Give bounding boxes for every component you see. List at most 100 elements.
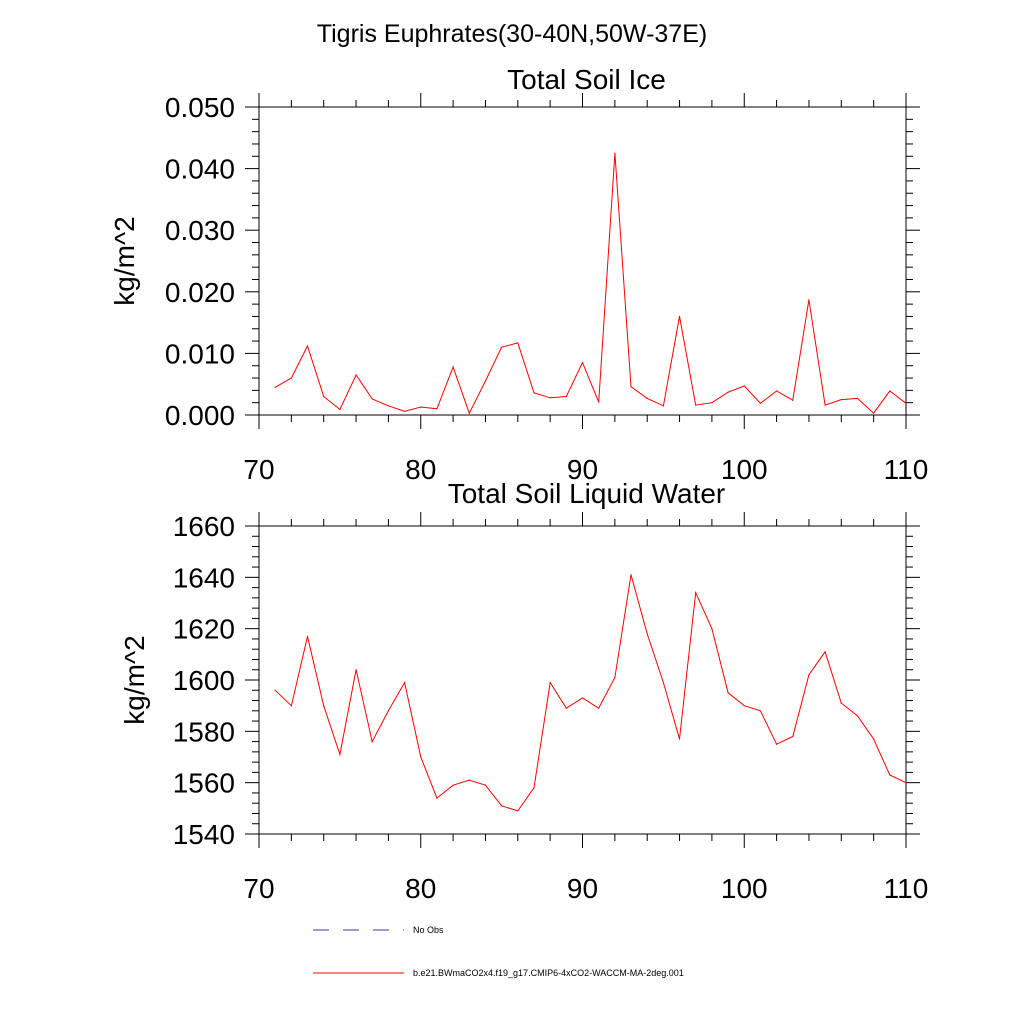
- soil-liquid-water-data-point: [565, 707, 567, 709]
- soil-liquid-water-data-point: [420, 756, 422, 758]
- soil-liquid-water-y-tick-label: 1540: [173, 819, 235, 850]
- soil-ice-data-point: [808, 299, 810, 301]
- soil-ice-x-tick-label: 110: [884, 454, 929, 485]
- soil-ice-data-point: [436, 408, 438, 410]
- soil-ice-y-tick-label: 0.010: [165, 338, 235, 369]
- soil-liquid-water-y-tick-label: 1660: [173, 511, 235, 542]
- soil-ice-data-point: [403, 410, 406, 412]
- soil-ice-y-tick-label: 0.030: [165, 215, 235, 246]
- soil-ice-data-point: [274, 386, 276, 388]
- figure-title: Tigris Euphrates(30-40N,50W-37E): [317, 20, 707, 48]
- soil-liquid-water-y-tick-label: 1600: [173, 665, 235, 696]
- soil-liquid-water-data-point: [533, 787, 535, 789]
- soil-ice-data-point: [678, 315, 681, 318]
- soil-ice-data-point: [776, 390, 778, 392]
- soil-ice-data-point: [727, 391, 729, 393]
- soil-liquid-water-y-tick-label: 1580: [173, 716, 235, 747]
- soil-liquid-water-y-tick-label: 1640: [173, 562, 235, 593]
- soil-liquid-water-data-point: [614, 676, 616, 679]
- soil-ice-data-point: [743, 385, 745, 387]
- soil-ice-x-tick-label: 100: [721, 454, 768, 485]
- soil-ice-data-point: [695, 404, 697, 406]
- soil-liquid-water-data-point: [468, 779, 470, 781]
- soil-ice-data-point: [711, 402, 713, 404]
- soil-ice-data-point: [387, 405, 389, 407]
- soil-liquid-water-data-point: [678, 738, 681, 740]
- soil-ice-data-point: [452, 366, 454, 368]
- soil-liquid-water-data-point: [824, 651, 826, 653]
- soil-ice-data-point: [759, 402, 762, 404]
- soil-ice-y-tick-label: 0.000: [165, 400, 235, 431]
- soil-liquid-water-data-point: [387, 710, 389, 712]
- soil-liquid-water-panel: Total Soil Liquid Water kg/m^2 1540 1560 158…: [119, 478, 928, 904]
- soil-liquid-water-data-point: [630, 574, 632, 576]
- soil-liquid-water-data-point: [339, 753, 341, 756]
- legend-obs-label: No Obs: [413, 925, 444, 935]
- soil-ice-y-tick-label: 0.050: [165, 92, 235, 123]
- soil-ice-panel: Total Soil Ice kg/m^2 0.000 0.010 0.020 0.030…: [109, 64, 928, 485]
- soil-ice-data-point: [306, 345, 309, 347]
- soil-liquid-water-data-point: [905, 782, 907, 784]
- soil-ice-data-point: [662, 405, 664, 407]
- soil-liquid-water-data-point: [743, 705, 745, 707]
- soil-liquid-water-data-point: [776, 743, 778, 745]
- soil-ice-title: Total Soil Ice: [507, 64, 666, 95]
- soil-ice-data-point: [614, 152, 616, 154]
- soil-liquid-water-data-point: [403, 681, 406, 684]
- soil-ice-plot-frame: [258, 106, 907, 416]
- soil-liquid-water-data-point: [501, 805, 503, 807]
- soil-liquid-water-data-point: [484, 784, 487, 786]
- soil-ice-data-point: [565, 395, 567, 398]
- soil-ice-data-point: [420, 406, 422, 408]
- soil-liquid-water-title: Total Soil Liquid Water: [448, 478, 726, 509]
- soil-ice-model-series-line: [274, 153, 907, 415]
- soil-ice-data-point: [856, 397, 859, 399]
- soil-liquid-water-data-point: [598, 707, 600, 709]
- soil-ice-data-point: [290, 377, 292, 379]
- soil-ice-data-point: [873, 412, 875, 414]
- soil-ice-data-point: [517, 342, 519, 344]
- soil-liquid-water-data-point: [856, 715, 859, 717]
- soil-ice-data-point: [468, 412, 470, 414]
- soil-liquid-water-data-point: [727, 692, 729, 694]
- soil-liquid-water-model-series-line: [274, 574, 907, 812]
- soil-liquid-water-data-point: [840, 702, 842, 704]
- soil-ice-data-point: [581, 362, 584, 364]
- soil-ice-x-tick-label: 90: [567, 454, 598, 485]
- soil-liquid-water-data-point: [452, 784, 454, 786]
- soil-liquid-water-data-point: [711, 628, 713, 630]
- soil-ice-data-point: [533, 392, 535, 394]
- soil-ice-data-point: [501, 346, 503, 348]
- soil-liquid-water-data-point: [306, 635, 309, 637]
- soil-liquid-water-x-tick-label: 110: [884, 873, 929, 904]
- soil-liquid-water-data-point: [873, 738, 875, 740]
- soil-ice-data-point: [598, 401, 600, 403]
- soil-ice-data-point: [889, 390, 891, 392]
- soil-ice-data-point: [323, 395, 325, 398]
- soil-liquid-water-x-tick-label: 100: [721, 873, 768, 904]
- soil-ice-data-point: [549, 397, 551, 399]
- soil-liquid-water-data-point: [646, 633, 648, 635]
- soil-liquid-water-plot-frame: [258, 525, 907, 835]
- soil-ice-x-tick-label: 80: [405, 454, 436, 485]
- soil-liquid-water-data-point: [695, 592, 697, 594]
- soil-liquid-water-x-tick-label: 70: [243, 873, 274, 904]
- soil-liquid-water-y-axis-label: kg/m^2: [119, 635, 150, 724]
- soil-ice-data-point: [792, 399, 794, 401]
- soil-liquid-water-data-point: [517, 810, 519, 812]
- soil-ice-data-point: [339, 408, 341, 411]
- soil-ice-y-tick-label: 0.020: [165, 277, 235, 308]
- soil-ice-data-point: [840, 399, 842, 401]
- soil-ice-data-point: [630, 386, 632, 388]
- soil-ice-data-point: [371, 398, 373, 400]
- soil-ice-data-point: [646, 397, 648, 399]
- soil-ice-data-point: [484, 380, 487, 382]
- soil-liquid-water-data-point: [808, 674, 810, 676]
- soil-liquid-water-data-point: [889, 774, 891, 776]
- soil-liquid-water-data-point: [323, 705, 325, 707]
- soil-liquid-water-data-point: [290, 705, 292, 707]
- soil-liquid-water-data-point: [274, 689, 276, 691]
- soil-ice-y-axis-label: kg/m^2: [109, 216, 140, 305]
